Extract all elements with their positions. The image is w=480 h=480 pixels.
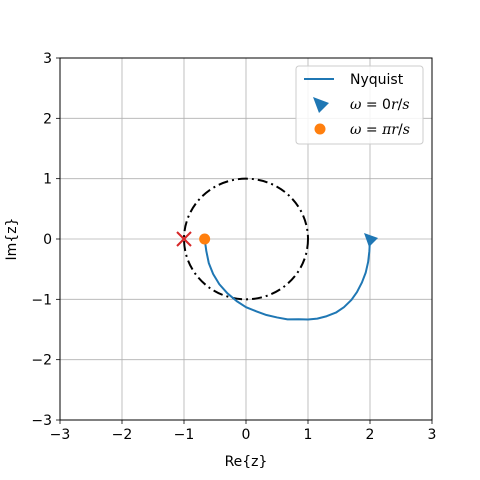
y-axis-label: Im{z} bbox=[4, 218, 20, 261]
legend-label-part: r bbox=[391, 97, 399, 113]
y-tick-label-1: −2 bbox=[31, 353, 52, 369]
marker-omega-zero bbox=[364, 233, 378, 247]
plot-area bbox=[176, 177, 378, 321]
legend-label-part: / bbox=[398, 97, 403, 113]
legend-label-part: = 0 bbox=[361, 97, 391, 113]
legend-label-part: s bbox=[402, 97, 409, 113]
marker-omega-pi bbox=[199, 233, 211, 245]
legend-label-part: π bbox=[381, 122, 392, 138]
y-tick-label-2: −1 bbox=[31, 292, 52, 308]
legend-label-1: ω = 0r/s bbox=[350, 97, 410, 113]
ticks: −3 −2 −1 0 1 2 3 −3 −2 −1 0 1 2 3 bbox=[31, 51, 436, 443]
legend-label-part: ω bbox=[350, 122, 362, 138]
critical-point-stroke-2 bbox=[176, 231, 192, 247]
legend-label-2: ω = πr/s bbox=[350, 122, 410, 138]
x-tick-label-1: −2 bbox=[112, 427, 133, 443]
legend-label-part: ω bbox=[350, 97, 362, 113]
legend-box bbox=[295, 65, 424, 145]
nyquist-curve bbox=[203, 238, 371, 321]
y-tick-label-4: 1 bbox=[43, 172, 52, 188]
x-tick-label-6: 3 bbox=[428, 427, 437, 443]
unit-circle bbox=[183, 177, 309, 301]
critical-point-marker bbox=[176, 231, 192, 247]
x-tick-label-3: 0 bbox=[242, 427, 251, 443]
legend-label-part: s bbox=[403, 122, 410, 138]
y-tick-label-0: −3 bbox=[31, 413, 52, 429]
x-tick-label-5: 2 bbox=[366, 427, 375, 443]
x-tick-label-2: −1 bbox=[174, 427, 195, 443]
y-tick-label-5: 2 bbox=[43, 111, 52, 127]
legend-label-part: / bbox=[398, 122, 403, 138]
y-tick-label-3: 0 bbox=[43, 232, 52, 248]
legend-swatch-omega-pi bbox=[314, 123, 326, 135]
x-axis-label: Re{z} bbox=[225, 454, 268, 470]
legend-label-0: Nyquist bbox=[350, 72, 404, 88]
legend-label-part: = bbox=[361, 122, 382, 138]
y-tick-label-6: 3 bbox=[43, 51, 52, 67]
legend-swatch-omega-zero bbox=[313, 97, 329, 113]
legend-label-part: r bbox=[391, 122, 399, 138]
x-tick-label-0: −3 bbox=[50, 427, 71, 443]
x-tick-label-4: 1 bbox=[304, 427, 313, 443]
